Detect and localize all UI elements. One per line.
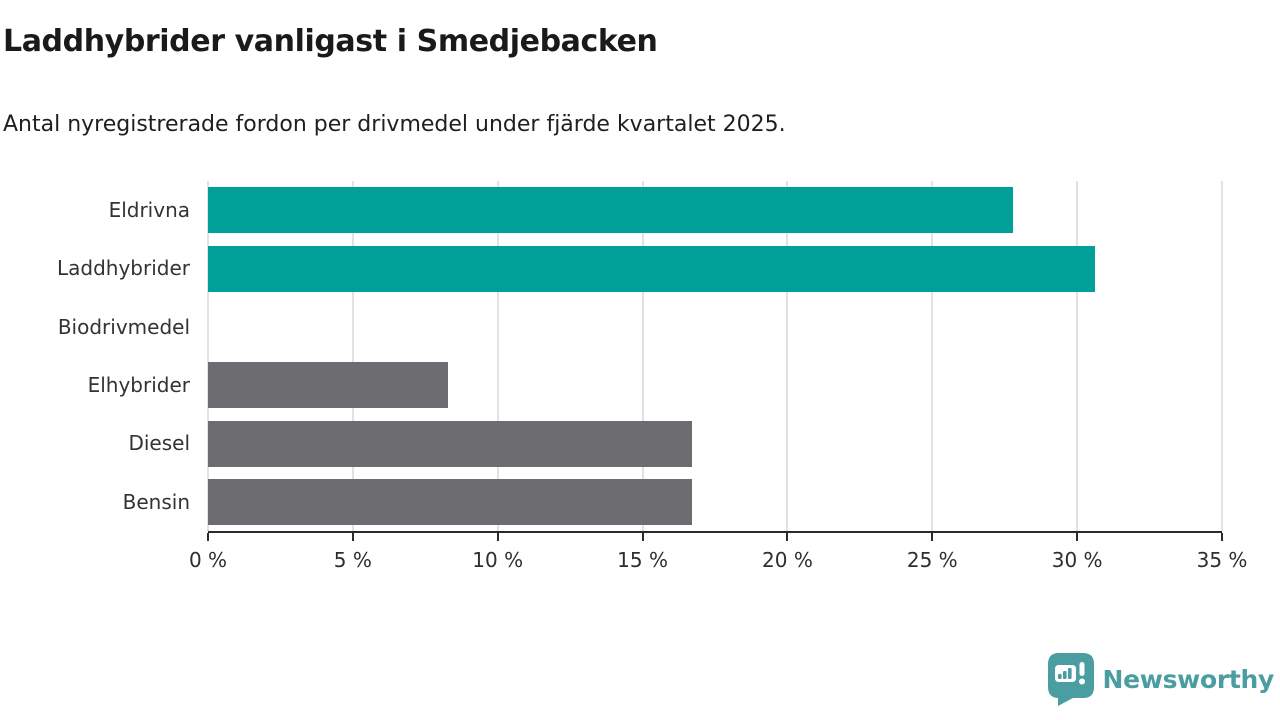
- bar-chart: Eldrivna Laddhybrider Biodrivmedel Elhybrid…: [0, 181, 1223, 531]
- chart-title: Laddhybrider vanligast i Smedjebacken: [3, 24, 658, 59]
- newsworthy-wordmark: Newsworthy: [1102, 665, 1275, 694]
- axis-tick-label: 0 %: [188, 548, 228, 572]
- axis-tick-label: 10 %: [472, 548, 524, 572]
- y-axis-labels: Eldrivna Laddhybrider Biodrivmedel Elhybrid…: [0, 181, 208, 531]
- plot-area: [207, 181, 1223, 531]
- axis-tick-label: 25 %: [906, 548, 958, 572]
- category-label: Elhybrider: [87, 373, 190, 398]
- axis-tick-label: 15 %: [617, 548, 668, 572]
- x-axis: 0 % 5 % 10 % 15 % 20 % 25 % 30 % 35 %: [189, 531, 1247, 581]
- axis-tick: [351, 533, 354, 541]
- newsworthy-icon: [1047, 653, 1094, 706]
- bar: [208, 478, 692, 525]
- gridline: [786, 181, 789, 531]
- axis-tick: [207, 533, 209, 541]
- gridline: [931, 181, 934, 531]
- axis-tick-label: 30 %: [1051, 548, 1103, 572]
- gridline: [1076, 181, 1079, 531]
- gridline: [1221, 181, 1223, 531]
- axis-tick-label: 35 %: [1196, 548, 1248, 572]
- bar: [208, 362, 449, 409]
- axis-tick: [496, 533, 499, 541]
- axis-tick: [786, 533, 789, 541]
- gridline: [207, 181, 209, 531]
- category-label: Eldrivna: [108, 198, 190, 223]
- axis-tick: [1076, 533, 1079, 541]
- gridline: [641, 181, 644, 531]
- bar: [208, 187, 1014, 234]
- category-label: Diesel: [128, 431, 190, 456]
- gridline: [351, 181, 354, 531]
- chart-subtitle: Antal nyregistrerade fordon per drivmede…: [3, 112, 786, 137]
- newsworthy-logo: Newsworthy: [1047, 653, 1275, 706]
- category-label: Laddhybrider: [57, 256, 190, 281]
- axis-tick: [641, 533, 644, 541]
- axis-tick: [1221, 533, 1223, 541]
- axis-tick-label: 20 %: [762, 548, 813, 572]
- bar: [208, 420, 692, 467]
- category-label: Biodrivmedel: [57, 314, 190, 339]
- axis-tick: [931, 533, 934, 541]
- category-label: Bensin: [122, 489, 190, 514]
- gridline: [496, 181, 499, 531]
- axis-tick-label: 5 %: [333, 548, 372, 572]
- bar: [208, 245, 1095, 292]
